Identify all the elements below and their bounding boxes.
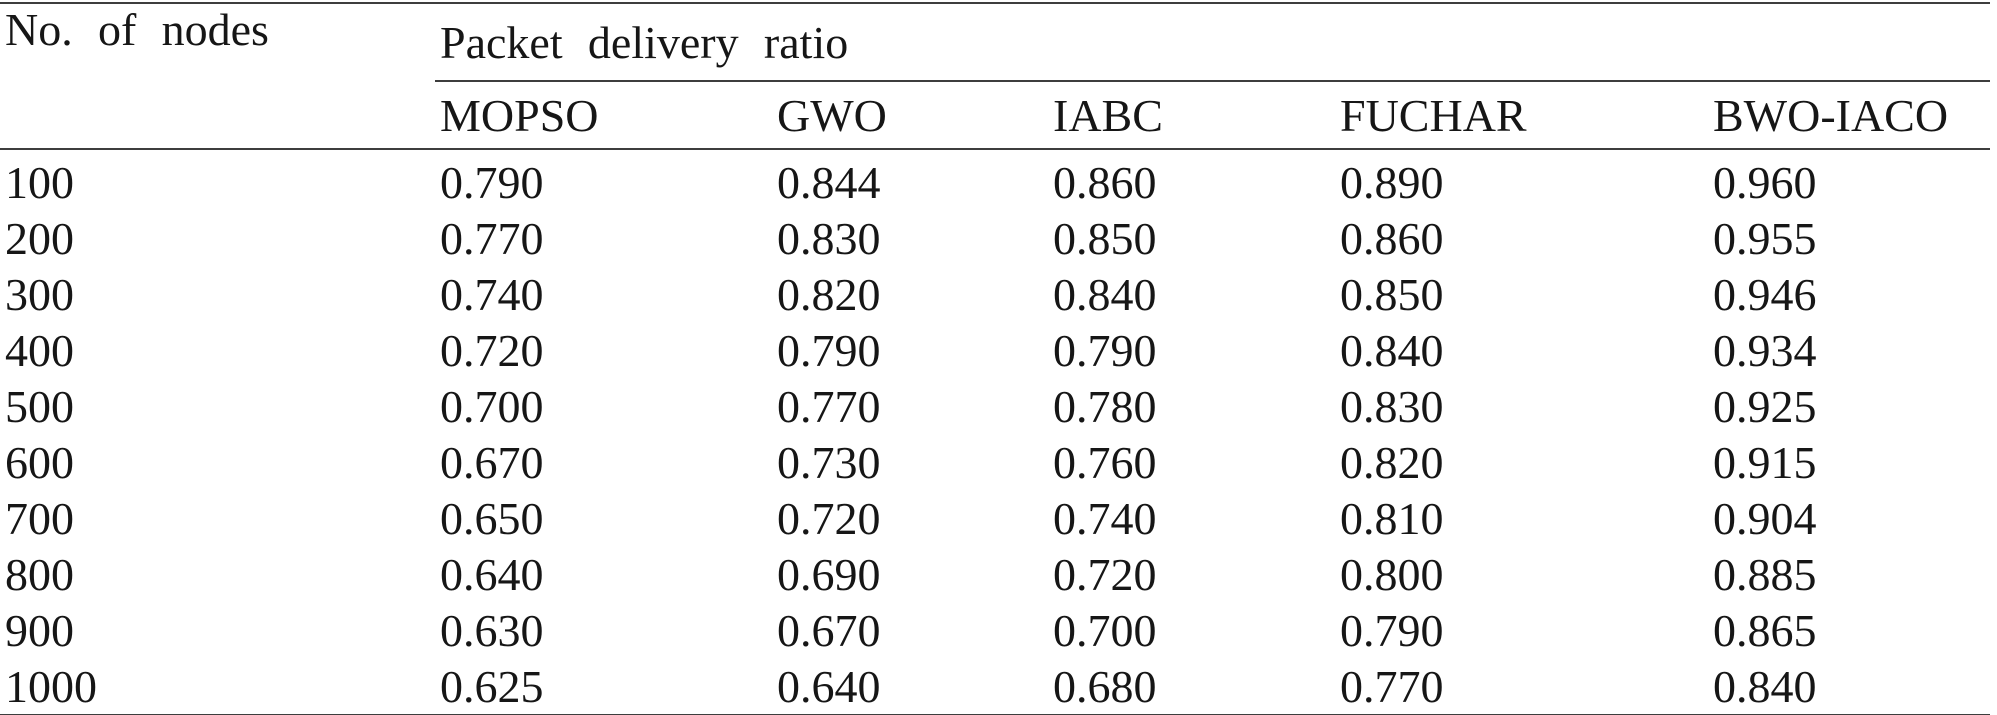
column-header-gwo: GWO [772,81,1048,150]
iabc-cell: 0.740 [1053,492,1157,544]
column-header-bwo-iaco: BWO-IACO [1708,81,1991,150]
mopso-cell: 0.770 [440,212,544,264]
group-header-row: No. of nodes Packet delivery ratio [0,3,1991,150]
nodes-cell: 1000 [5,660,97,712]
mopso-cell: 0.625 [440,660,544,712]
mopso-cell: 0.650 [440,492,544,544]
iabc-cell: 0.680 [1053,660,1157,712]
nodes-cell: 800 [5,548,74,600]
bwo-iaco-cell: 0.865 [1713,604,1817,656]
column-header-row: MOPSO GWO IABC FUCHAR BWO-IACO [0,81,1991,150]
mopso-cell: 0.640 [440,548,544,600]
iabc-cell: 0.700 [1053,604,1157,656]
table-row: 900 0.630 0.670 0.700 0.790 0.865 [0,602,1990,658]
table-row: 200 0.770 0.830 0.850 0.860 0.955 [0,210,1990,266]
mopso-cell: 0.630 [440,604,544,656]
table-row: 600 0.670 0.730 0.760 0.820 0.915 [0,434,1990,490]
mopso-cell: 0.670 [440,436,544,488]
iabc-cell: 0.720 [1053,548,1157,600]
iabc-cell: 0.780 [1053,380,1157,432]
table-body: 100 0.790 0.844 0.860 0.890 0.960 200 0.… [0,149,1990,715]
table-row: 800 0.640 0.690 0.720 0.800 0.885 [0,546,1990,602]
fuchar-cell: 0.890 [1340,156,1444,208]
mopso-cell: 0.740 [440,268,544,320]
bwo-iaco-cell: 0.925 [1713,380,1817,432]
bwo-iaco-cell: 0.840 [1713,660,1817,712]
nodes-cell: 500 [5,380,74,432]
table-row: 500 0.700 0.770 0.780 0.830 0.925 [0,378,1990,434]
table-row: 700 0.650 0.720 0.740 0.810 0.904 [0,490,1990,546]
fuchar-cell: 0.800 [1340,548,1444,600]
fuchar-cell: 0.830 [1340,380,1444,432]
iabc-cell: 0.790 [1053,324,1157,376]
bwo-iaco-cell: 0.934 [1713,324,1817,376]
fuchar-cell: 0.820 [1340,436,1444,488]
nodes-cell: 600 [5,436,74,488]
bwo-iaco-cell: 0.955 [1713,212,1817,264]
column-header-iabc: IABC [1048,81,1335,150]
bwo-iaco-cell: 0.885 [1713,548,1817,600]
table-row: 400 0.720 0.790 0.790 0.840 0.934 [0,322,1990,378]
column-header-fuchar: FUCHAR [1335,81,1708,150]
nodes-cell: 300 [5,268,74,320]
iabc-cell: 0.760 [1053,436,1157,488]
nodes-cell: 900 [5,604,74,656]
iabc-cell: 0.860 [1053,156,1157,208]
mopso-cell: 0.790 [440,156,544,208]
gwo-cell: 0.844 [777,156,881,208]
bwo-iaco-cell: 0.915 [1713,436,1817,488]
bwo-iaco-cell: 0.904 [1713,492,1817,544]
fuchar-cell: 0.860 [1340,212,1444,264]
gwo-cell: 0.670 [777,604,881,656]
column-header-mopso: MOPSO [435,81,772,150]
iabc-cell: 0.850 [1053,212,1157,264]
mopso-cell: 0.720 [440,324,544,376]
gwo-cell: 0.720 [777,492,881,544]
nodes-cell: 100 [5,156,74,208]
nodes-cell: 200 [5,212,74,264]
gwo-cell: 0.830 [777,212,881,264]
nodes-cell: 700 [5,492,74,544]
fuchar-cell: 0.840 [1340,324,1444,376]
fuchar-cell: 0.790 [1340,604,1444,656]
group-header: Packet delivery ratio [435,3,1991,82]
iabc-cell: 0.840 [1053,268,1157,320]
gwo-cell: 0.730 [777,436,881,488]
gwo-cell: 0.820 [777,268,881,320]
nodes-cell: 400 [5,324,74,376]
fuchar-cell: 0.770 [1340,660,1444,712]
fuchar-cell: 0.810 [1340,492,1444,544]
bwo-iaco-cell: 0.960 [1713,156,1817,208]
bwo-iaco-cell: 0.946 [1713,268,1817,320]
mopso-cell: 0.700 [440,380,544,432]
nodes-column-header: No. of nodes [0,3,435,150]
table-row: 300 0.740 0.820 0.840 0.850 0.946 [0,266,1990,322]
table-row: 100 0.790 0.844 0.860 0.890 0.960 [0,149,1990,210]
fuchar-cell: 0.850 [1340,268,1444,320]
gwo-cell: 0.790 [777,324,881,376]
gwo-cell: 0.690 [777,548,881,600]
gwo-cell: 0.640 [777,660,881,712]
gwo-cell: 0.770 [777,380,881,432]
table-row: 1000 0.625 0.640 0.680 0.770 0.840 [0,658,1990,715]
